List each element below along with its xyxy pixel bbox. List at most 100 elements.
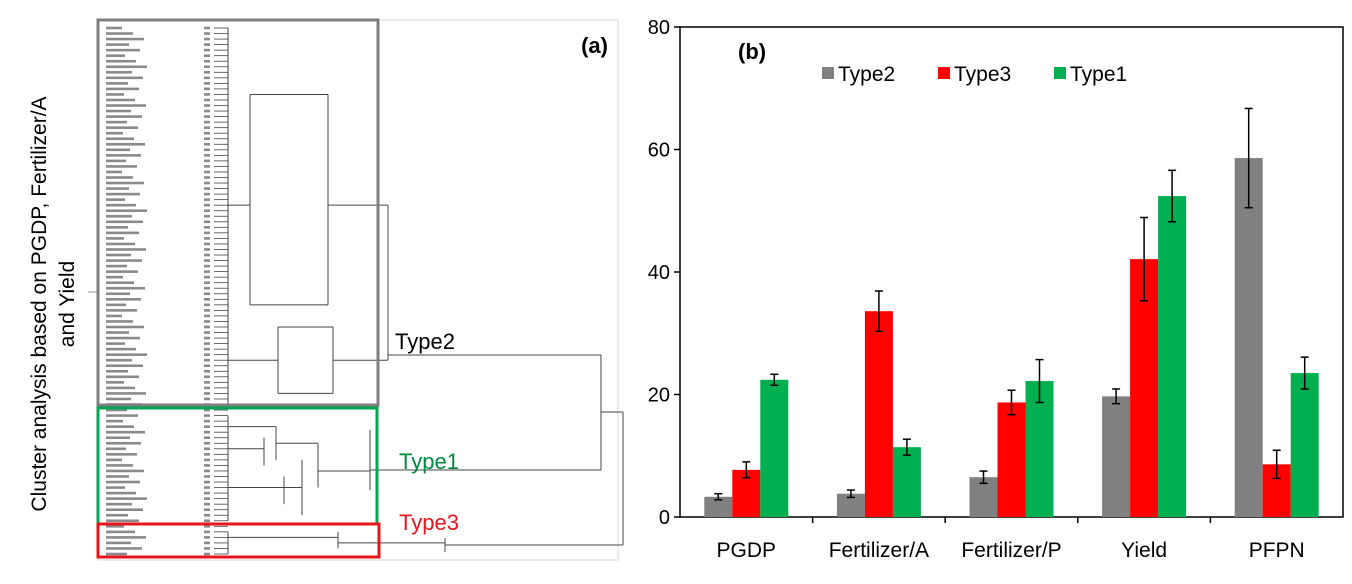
leaf-id-mark — [204, 37, 210, 41]
leaf-label-mark — [106, 347, 136, 351]
leaf-label-mark — [106, 436, 130, 440]
leaf-id-mark — [204, 336, 210, 340]
y-tick-label: 40 — [648, 262, 670, 284]
leaf-label-mark — [106, 253, 131, 257]
leaf-id-mark — [204, 126, 210, 129]
leaf-label-mark — [106, 37, 144, 41]
leaf-label-mark — [106, 176, 133, 179]
bar-type1-fertilizer-p — [1025, 381, 1054, 517]
leaf-label-mark — [106, 209, 147, 213]
leaf-label-mark — [106, 104, 146, 107]
leaf-label-mark — [106, 475, 129, 478]
leaf-label-mark — [106, 519, 139, 523]
leaf-id-mark — [204, 369, 210, 373]
panel-a-ylabel-line2: and Yield — [56, 261, 79, 347]
legend-label-type2: Type2 — [838, 63, 895, 86]
leaf-label-mark — [106, 469, 144, 473]
leaf-id-mark — [204, 386, 210, 390]
leaf-id-mark — [204, 358, 210, 362]
panel-a-ylabel: Cluster analysis based on PGDP, Fertiliz… — [28, 96, 79, 511]
leaf-label-mark — [106, 220, 143, 224]
leaf-label-mark — [106, 26, 122, 30]
leaf-label-mark — [106, 231, 139, 235]
leaf-label-mark — [106, 480, 140, 484]
leaf-label-mark — [106, 369, 128, 373]
error-bar — [1244, 107, 1253, 209]
leaf-label-mark — [106, 165, 137, 168]
error-bar — [902, 438, 911, 456]
leaf-id-mark — [204, 120, 210, 124]
leaf-label-mark — [106, 513, 128, 517]
leaf-id-mark — [204, 364, 210, 368]
leaf-id-mark — [204, 530, 210, 534]
bar-type1-pgdp — [760, 379, 789, 517]
error-bar — [770, 373, 779, 387]
dendrogram-frame — [88, 19, 619, 561]
bar-type2-pgdp — [704, 496, 733, 517]
leaf-id-mark — [204, 303, 210, 307]
leaf-label-mark — [106, 408, 127, 412]
leaf-id-mark — [204, 552, 210, 556]
bar-type1-yield — [1158, 196, 1187, 518]
leaf-label-mark — [106, 303, 126, 307]
leaf-id-mark — [204, 298, 210, 301]
leaf-label-mark — [106, 441, 141, 445]
leaf-label-mark — [106, 375, 139, 379]
leaf-id-mark — [204, 486, 210, 489]
dendrogram-leaf-labels — [106, 26, 210, 556]
leaf-label-mark — [106, 292, 130, 296]
leaf-label-mark — [106, 148, 130, 152]
x-tick-label: PGDP — [717, 539, 777, 562]
leaf-label-mark — [106, 414, 138, 417]
leaf-label-mark — [106, 392, 146, 395]
leaf-label-mark — [106, 447, 126, 451]
leaf-label-mark — [106, 525, 124, 528]
x-tick-label: Fertilizer/A — [829, 539, 929, 562]
leaf-id-mark — [204, 176, 210, 179]
leaf-id-mark — [204, 469, 210, 473]
leaf-label-mark — [106, 70, 132, 74]
leaf-label-mark — [106, 192, 140, 196]
leaf-id-mark — [204, 59, 210, 63]
leaf-id-mark — [204, 32, 210, 35]
leaf-label-mark — [106, 187, 129, 190]
leaf-label-mark — [106, 309, 137, 312]
leaf-id-mark — [204, 198, 210, 201]
leaf-label-mark — [106, 181, 144, 185]
leaf-id-mark — [204, 26, 210, 30]
leaf-id-mark — [204, 104, 210, 107]
leaf-label-mark — [106, 419, 123, 423]
leaf-label-mark — [106, 281, 134, 284]
leaf-label-mark — [106, 397, 131, 401]
leaf-label-mark — [106, 430, 145, 434]
leaf-id-mark — [204, 458, 210, 462]
leaf-id-mark — [204, 187, 210, 190]
leaf-id-mark — [204, 292, 210, 296]
leaf-id-mark — [204, 525, 210, 528]
error-bar — [1035, 358, 1044, 404]
leaf-label-mark — [106, 87, 139, 91]
leaf-label-mark — [106, 32, 133, 35]
leaf-id-mark — [204, 414, 210, 417]
leaf-id-mark — [204, 159, 210, 163]
error-bar — [1168, 169, 1177, 223]
leaf-label-mark — [106, 154, 141, 157]
leaf-id-mark — [204, 48, 210, 52]
type2-cluster-box — [96, 18, 380, 407]
leaf-id-mark — [204, 131, 210, 135]
leaf-id-mark — [204, 519, 210, 523]
leaf-label-mark — [106, 170, 122, 174]
leaf-id-mark — [204, 286, 210, 290]
error-bar — [1300, 356, 1309, 390]
leaf-id-mark — [204, 314, 210, 318]
leaf-id-mark — [204, 220, 210, 224]
leaf-label-mark — [106, 541, 131, 545]
leaf-label-mark — [106, 226, 128, 229]
leaf-id-mark — [204, 491, 210, 495]
leaf-label-mark — [106, 198, 125, 201]
leaf-label-mark — [106, 536, 146, 539]
error-bar — [1272, 449, 1281, 480]
bar-type3-fertilizer-a — [864, 311, 893, 517]
leaf-label-mark — [106, 342, 125, 345]
leaf-label-mark — [106, 203, 136, 207]
